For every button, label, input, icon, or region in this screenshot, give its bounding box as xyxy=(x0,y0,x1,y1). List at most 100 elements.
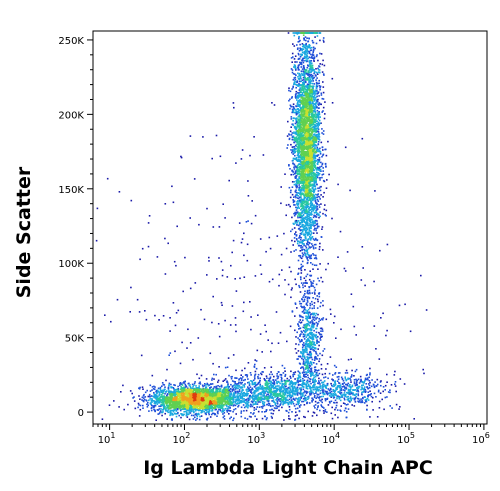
event-dot xyxy=(212,401,214,403)
event-dot xyxy=(254,373,257,376)
event-dot xyxy=(308,81,310,83)
event-dot xyxy=(219,388,221,390)
event-dot xyxy=(201,399,204,402)
event-dot xyxy=(175,389,177,391)
event-dot xyxy=(158,394,160,397)
event-dot xyxy=(169,411,171,413)
event-dot xyxy=(177,403,179,405)
event-dot xyxy=(272,384,275,386)
event-dot xyxy=(168,391,170,393)
event-dot xyxy=(168,384,170,386)
event-dot xyxy=(253,403,256,405)
event-dot xyxy=(205,404,207,407)
event-dot xyxy=(265,395,268,397)
event-dot xyxy=(210,402,213,405)
event-dot xyxy=(276,393,279,395)
event-dot xyxy=(197,408,200,410)
event-dot xyxy=(211,396,214,398)
event-dot xyxy=(276,388,278,390)
event-dot xyxy=(221,400,224,403)
event-dot xyxy=(318,148,320,151)
event-dot xyxy=(245,409,248,412)
event-dot xyxy=(273,387,275,390)
event-dot xyxy=(228,385,231,388)
event-dot xyxy=(248,383,251,385)
event-dot xyxy=(232,396,234,399)
event-dot xyxy=(198,391,201,394)
event-dot xyxy=(255,384,258,386)
event-dot xyxy=(179,409,182,412)
event-dot xyxy=(153,395,156,397)
event-dot xyxy=(231,402,234,405)
event-dot xyxy=(282,396,284,399)
event-dot xyxy=(285,397,287,399)
event-dot xyxy=(270,380,272,383)
event-dot xyxy=(273,375,275,378)
event-dot xyxy=(150,404,153,407)
event-dot xyxy=(283,367,286,369)
event-dot xyxy=(227,384,229,386)
event-dot xyxy=(242,394,244,397)
event-dot xyxy=(298,405,301,407)
event-dot xyxy=(321,163,324,166)
event-dot xyxy=(203,390,205,393)
event-dot xyxy=(166,406,169,408)
event-dot xyxy=(269,409,271,411)
event-dot xyxy=(195,385,197,387)
event-dot xyxy=(300,394,302,396)
event-dot xyxy=(315,118,317,120)
event-dot xyxy=(295,411,297,414)
event-dot xyxy=(180,408,183,411)
event-dot xyxy=(284,383,287,385)
event-dot xyxy=(294,122,297,125)
event-dot xyxy=(205,394,207,396)
event-dot xyxy=(281,383,284,385)
event-dot xyxy=(275,399,278,401)
event-dot xyxy=(309,393,312,396)
event-dot xyxy=(299,245,302,247)
event-dot xyxy=(207,391,210,394)
event-dot xyxy=(293,387,295,390)
event-dot xyxy=(153,385,155,388)
event-dot xyxy=(185,396,187,399)
event-dot xyxy=(237,397,240,399)
event-dot xyxy=(167,409,169,411)
event-dot xyxy=(257,376,259,378)
event-dot xyxy=(216,404,219,407)
event-dot xyxy=(268,404,270,407)
event-dot xyxy=(222,390,225,392)
event-dot xyxy=(282,392,284,394)
event-dot xyxy=(257,394,259,396)
event-dot xyxy=(177,399,180,401)
event-dot xyxy=(278,385,280,387)
event-dot xyxy=(294,158,296,160)
event-dot xyxy=(191,399,194,401)
event-dot xyxy=(283,383,285,385)
event-dot xyxy=(287,403,290,406)
event-dot xyxy=(294,407,297,410)
event-dot xyxy=(158,400,160,402)
event-dot xyxy=(254,383,256,385)
event-dot xyxy=(292,153,294,155)
event-dot xyxy=(319,153,322,155)
event-dot xyxy=(296,242,299,245)
event-dot xyxy=(203,411,205,413)
event-dot xyxy=(148,395,151,398)
event-dot xyxy=(299,74,302,76)
event-dot xyxy=(309,393,311,395)
event-dot xyxy=(152,400,155,402)
event-dot xyxy=(307,102,310,105)
event-dot xyxy=(241,369,243,372)
event-dot xyxy=(259,385,261,387)
event-dot xyxy=(278,388,281,391)
event-dot xyxy=(311,55,313,58)
event-dot xyxy=(283,387,285,389)
event-dot xyxy=(178,406,181,408)
event-dot xyxy=(252,391,255,394)
event-dot xyxy=(158,398,160,400)
event-dot xyxy=(193,406,196,409)
event-dot xyxy=(229,400,232,403)
event-dot xyxy=(276,397,278,400)
event-dot xyxy=(307,101,309,104)
event-dot xyxy=(180,383,182,385)
